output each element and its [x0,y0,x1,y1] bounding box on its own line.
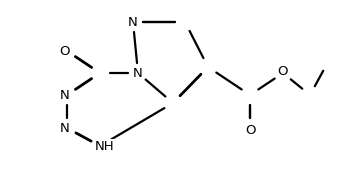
Text: O: O [278,64,288,78]
Text: N: N [60,122,70,134]
Text: N: N [133,67,143,79]
Text: N: N [128,16,138,28]
Text: O: O [245,124,255,137]
Text: O: O [60,45,70,57]
Text: NH: NH [95,141,115,154]
Text: N: N [60,88,70,101]
